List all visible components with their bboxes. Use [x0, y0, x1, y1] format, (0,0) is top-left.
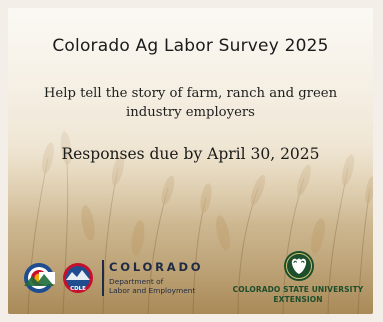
ram-emblem-icon — [284, 251, 314, 281]
department-name: Department of Labor and Employment — [109, 277, 195, 295]
colorado-word: COLORADO — [109, 260, 204, 274]
csu-extension-name: COLORADO STATE UNIVERSITY EXTENSION — [223, 285, 373, 305]
colorado-cdle-logo: CDLE — [24, 263, 93, 293]
csu-name-line-2: EXTENSION — [273, 295, 323, 304]
csu-extension-logo: COLORADO STATE UNIVERSITY EXTENSION — [223, 250, 373, 310]
subtitle: Help tell the story of farm, ranch and g… — [43, 86, 338, 120]
logo-row: CDLE COLORADO Department of Labor and Em… — [8, 250, 373, 310]
logo-divider — [102, 260, 104, 296]
survey-banner: Colorado Ag Labor Survey 2025 Help tell … — [8, 8, 373, 314]
csu-name-line-1: COLORADO STATE UNIVERSITY — [232, 285, 364, 294]
cdle-badge-text: CDLE — [70, 286, 86, 292]
dept-line-1: Department of — [109, 277, 164, 286]
colorado-wordmark: COLORADO Department of Labor and Employm… — [102, 260, 212, 300]
deadline-text: Responses due by April 30, 2025 — [61, 145, 320, 163]
dept-line-2: Labor and Employment — [109, 286, 196, 295]
page-title: Colorado Ag Labor Survey 2025 — [52, 36, 329, 56]
